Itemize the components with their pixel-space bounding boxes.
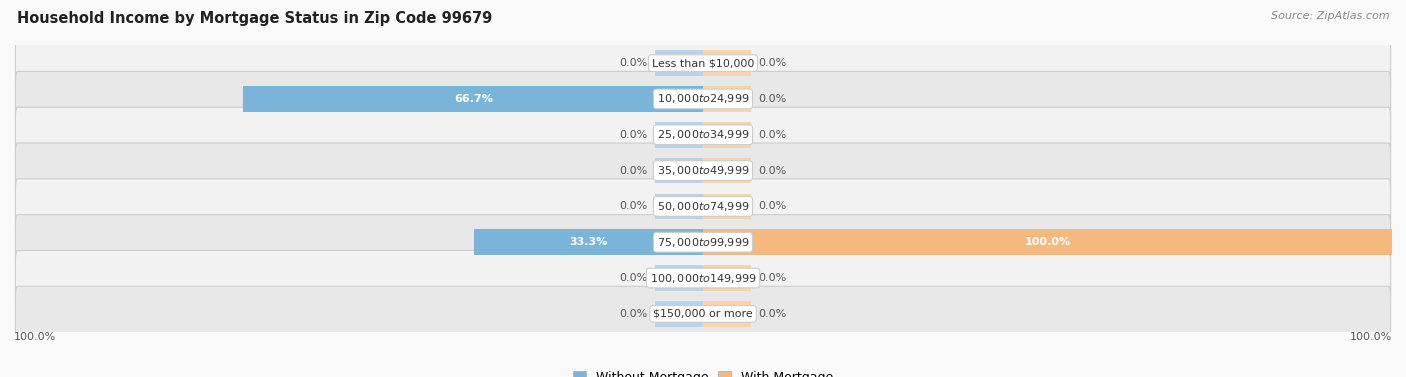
Bar — [703, 50, 751, 76]
Text: $25,000 to $34,999: $25,000 to $34,999 — [657, 128, 749, 141]
FancyBboxPatch shape — [15, 71, 1391, 127]
Text: $35,000 to $49,999: $35,000 to $49,999 — [657, 164, 749, 177]
Text: 0.0%: 0.0% — [758, 166, 786, 176]
Text: 100.0%: 100.0% — [14, 332, 56, 342]
Text: 100.0%: 100.0% — [1025, 237, 1070, 247]
Bar — [703, 229, 1392, 255]
FancyBboxPatch shape — [15, 35, 1391, 91]
Text: 0.0%: 0.0% — [758, 201, 786, 211]
Text: 66.7%: 66.7% — [454, 94, 492, 104]
FancyBboxPatch shape — [15, 143, 1391, 198]
FancyBboxPatch shape — [15, 179, 1391, 234]
Bar — [703, 301, 751, 327]
Bar — [655, 265, 703, 291]
Text: $150,000 or more: $150,000 or more — [654, 309, 752, 319]
FancyBboxPatch shape — [15, 107, 1391, 162]
Text: 0.0%: 0.0% — [620, 201, 648, 211]
Text: Source: ZipAtlas.com: Source: ZipAtlas.com — [1271, 11, 1389, 21]
Bar — [703, 122, 751, 148]
Text: $10,000 to $24,999: $10,000 to $24,999 — [657, 92, 749, 106]
Text: 33.3%: 33.3% — [569, 237, 607, 247]
Text: 0.0%: 0.0% — [620, 58, 648, 68]
Bar — [655, 193, 703, 219]
Bar — [655, 301, 703, 327]
Bar — [474, 229, 703, 255]
Bar — [655, 50, 703, 76]
Text: 0.0%: 0.0% — [758, 309, 786, 319]
Text: 0.0%: 0.0% — [758, 58, 786, 68]
Bar — [703, 86, 751, 112]
Text: $75,000 to $99,999: $75,000 to $99,999 — [657, 236, 749, 249]
Text: 0.0%: 0.0% — [758, 273, 786, 283]
Text: 0.0%: 0.0% — [758, 130, 786, 140]
Text: $50,000 to $74,999: $50,000 to $74,999 — [657, 200, 749, 213]
Text: 0.0%: 0.0% — [620, 309, 648, 319]
FancyBboxPatch shape — [15, 250, 1391, 306]
Text: Household Income by Mortgage Status in Zip Code 99679: Household Income by Mortgage Status in Z… — [17, 11, 492, 26]
FancyBboxPatch shape — [15, 215, 1391, 270]
Text: 0.0%: 0.0% — [620, 273, 648, 283]
Text: Less than $10,000: Less than $10,000 — [652, 58, 754, 68]
Text: 100.0%: 100.0% — [1350, 332, 1392, 342]
Bar — [703, 158, 751, 184]
Text: $100,000 to $149,999: $100,000 to $149,999 — [650, 271, 756, 285]
Legend: Without Mortgage, With Mortgage: Without Mortgage, With Mortgage — [568, 366, 838, 377]
Bar — [655, 122, 703, 148]
Bar — [703, 193, 751, 219]
Bar — [655, 158, 703, 184]
Text: 0.0%: 0.0% — [758, 94, 786, 104]
Text: 0.0%: 0.0% — [620, 166, 648, 176]
Bar — [243, 86, 703, 112]
Text: 0.0%: 0.0% — [620, 130, 648, 140]
FancyBboxPatch shape — [15, 286, 1391, 342]
Bar — [703, 265, 751, 291]
